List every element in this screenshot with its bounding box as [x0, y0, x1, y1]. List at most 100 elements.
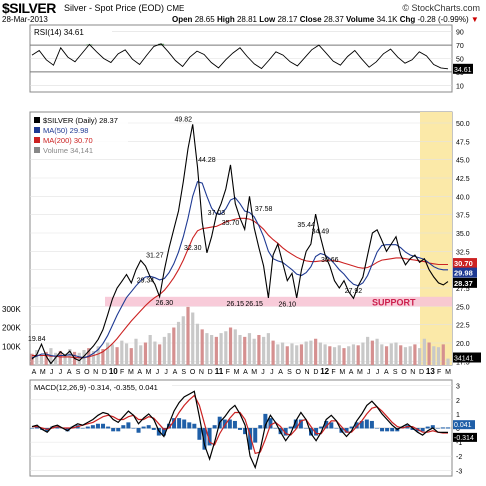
macd-histogram-bar [101, 423, 106, 429]
macd-histogram-bar [303, 428, 308, 429]
price-tick-label: 45.0 [456, 158, 470, 165]
volume-bar [375, 338, 379, 365]
volume-bar [195, 323, 200, 365]
volume-bar [158, 344, 162, 365]
volume-bar [238, 335, 242, 365]
x-tick-label: O [296, 369, 302, 376]
volume-bar [63, 353, 67, 365]
price-annotation: 44.28 [198, 157, 216, 164]
macd-histogram-bar [85, 426, 90, 429]
last-value-box [453, 258, 477, 269]
volume-bar [228, 327, 233, 365]
volume-bar [370, 340, 374, 365]
close-value: 28.37 [323, 15, 344, 24]
volume-bar [351, 344, 356, 365]
volume-tick-label: 200K [2, 324, 21, 333]
volume-bar [96, 346, 100, 365]
price-legend-entry: $SILVER (Daily) 28.37 [43, 116, 118, 125]
x-tick-label: J [367, 369, 371, 376]
volume-bar [422, 338, 426, 365]
price-annotation: 49.82 [175, 116, 193, 123]
recent-period-highlight [420, 112, 452, 365]
volume-bar [139, 345, 143, 365]
price-annotation: 35.44 [297, 222, 315, 229]
rsi-tick-label: 70 [456, 43, 464, 50]
volume-bar [91, 350, 96, 365]
macd-histogram-bar [430, 425, 435, 429]
price-tick-label: 32.5 [456, 249, 470, 256]
volume-bar [389, 343, 393, 365]
volume-value-label: 34141 [454, 356, 474, 363]
x-tick-label: A [32, 369, 37, 376]
rsi-line [31, 43, 449, 70]
volume-bar [247, 333, 252, 365]
volume-bar [30, 353, 34, 365]
volume-bar [413, 344, 417, 365]
macd-histogram-bar [273, 428, 278, 429]
x-tick-label: D [208, 369, 213, 376]
legend-swatch [34, 147, 40, 153]
price-tick-label: 42.5 [456, 176, 470, 183]
macd-histogram-bar [141, 426, 146, 429]
macd-histogram-bar [298, 419, 303, 429]
x-tick-label: A [384, 369, 389, 376]
volume-tick-label: 100K [2, 342, 21, 351]
volume-bar [106, 342, 110, 365]
x-tick-label: J [270, 369, 274, 376]
macd-histogram-bar [227, 419, 232, 429]
price-annotation: 19.84 [28, 336, 46, 343]
macd-line [31, 390, 448, 470]
chg-value: -0.28 (-0.99%) [417, 15, 469, 24]
macd-histogram-bar [283, 428, 288, 436]
price-annotation: 37.03 [208, 210, 226, 217]
price-annotation: 26.15 [245, 301, 263, 308]
macd-histogram-bar [446, 427, 450, 429]
volume-bar [384, 346, 389, 365]
macd-histogram-bar [349, 426, 354, 429]
macd-value-box [453, 432, 477, 442]
legend-swatch [34, 137, 40, 143]
macd-histogram-bar [187, 422, 192, 429]
price-tick-label: 17.5 [456, 359, 470, 366]
volume-bar [299, 344, 304, 365]
volume-bar [361, 342, 365, 365]
x-tick-label: O [401, 369, 407, 376]
macd-histogram-bar [151, 428, 156, 430]
chart-header: $SILVER Silver - Spot Price (EOD) CME 28… [0, 0, 486, 24]
macd-tick-label: -1 [456, 440, 462, 447]
x-tick-label: 10 [109, 367, 118, 376]
volume-bar [394, 342, 398, 365]
macd-tick-label: 1 [456, 412, 460, 419]
macd-histogram-bar [309, 428, 314, 436]
x-tick-label: D [313, 369, 318, 376]
macd-histogram-bar [111, 428, 116, 432]
macd-histogram-bar [192, 423, 197, 429]
macd-histogram-bar [55, 426, 60, 429]
macd-histogram-bar [243, 428, 248, 435]
exchange-text: CME [166, 4, 185, 13]
volume-bar [290, 343, 294, 365]
x-tick-label: J [164, 369, 168, 376]
rsi-tick-label: 10 [456, 83, 464, 90]
macd-histogram-bar [116, 428, 121, 432]
symbol-description: Silver - Spot Price (EOD) CME [64, 3, 184, 13]
price-tick-label: 25.0 [456, 304, 470, 311]
macd-histogram-bar [121, 425, 126, 429]
ma50-line [31, 181, 448, 359]
x-tick-label: N [199, 369, 204, 376]
price-legend-bg [32, 114, 128, 158]
price-legend-entry: MA(200) 30.70 [43, 136, 93, 145]
macd-histogram-bar [425, 426, 430, 429]
low-value: 28.17 [277, 15, 298, 24]
macd-histogram-bar [374, 428, 379, 429]
volume-bar [309, 340, 313, 365]
macd-histogram-bar [212, 425, 217, 429]
macd-panel: -3 -2 -1 0 1 2 3 MACD(12,26,9) -0.314, -0.355, … [29, 379, 477, 477]
volume-bar [408, 346, 412, 365]
quote-date: 28-Mar-2013 [2, 15, 48, 24]
last-value-label: 28.37 [454, 279, 473, 288]
macd-hist-value: 0.041 [454, 422, 472, 429]
volume-bar [243, 336, 247, 365]
x-tick-label: D [419, 369, 424, 376]
